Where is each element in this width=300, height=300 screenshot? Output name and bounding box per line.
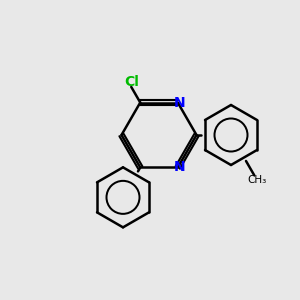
Text: CH₃: CH₃ — [248, 176, 267, 185]
Text: N: N — [173, 95, 185, 110]
Text: Cl: Cl — [124, 75, 139, 89]
Text: N: N — [173, 160, 185, 175]
